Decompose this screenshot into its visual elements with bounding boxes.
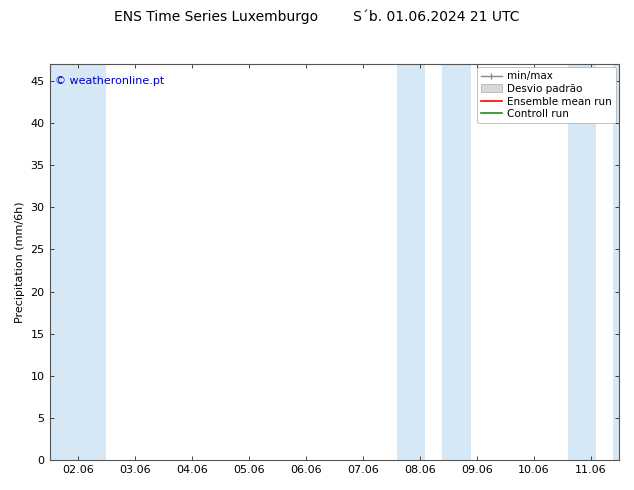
Legend: min/max, Desvio padrão, Ensemble mean run, Controll run: min/max, Desvio padrão, Ensemble mean ru… bbox=[477, 67, 616, 123]
Bar bbox=[443, 64, 471, 460]
Bar bbox=[49, 64, 107, 460]
Bar bbox=[613, 64, 634, 460]
Text: ENS Time Series Luxemburgo        S´b. 01.06.2024 21 UTC: ENS Time Series Luxemburgo S´b. 01.06.20… bbox=[114, 10, 520, 24]
Text: © weatheronline.pt: © weatheronline.pt bbox=[55, 76, 164, 86]
Bar bbox=[397, 64, 425, 460]
Bar bbox=[568, 64, 596, 460]
Y-axis label: Precipitation (mm/6h): Precipitation (mm/6h) bbox=[15, 201, 25, 323]
